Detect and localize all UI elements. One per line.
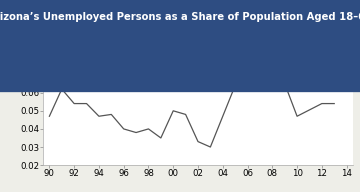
Text: Arizona’s Unemployed Persons as a Share of Population Aged 18–64: Arizona’s Unemployed Persons as a Share …: [0, 12, 360, 22]
